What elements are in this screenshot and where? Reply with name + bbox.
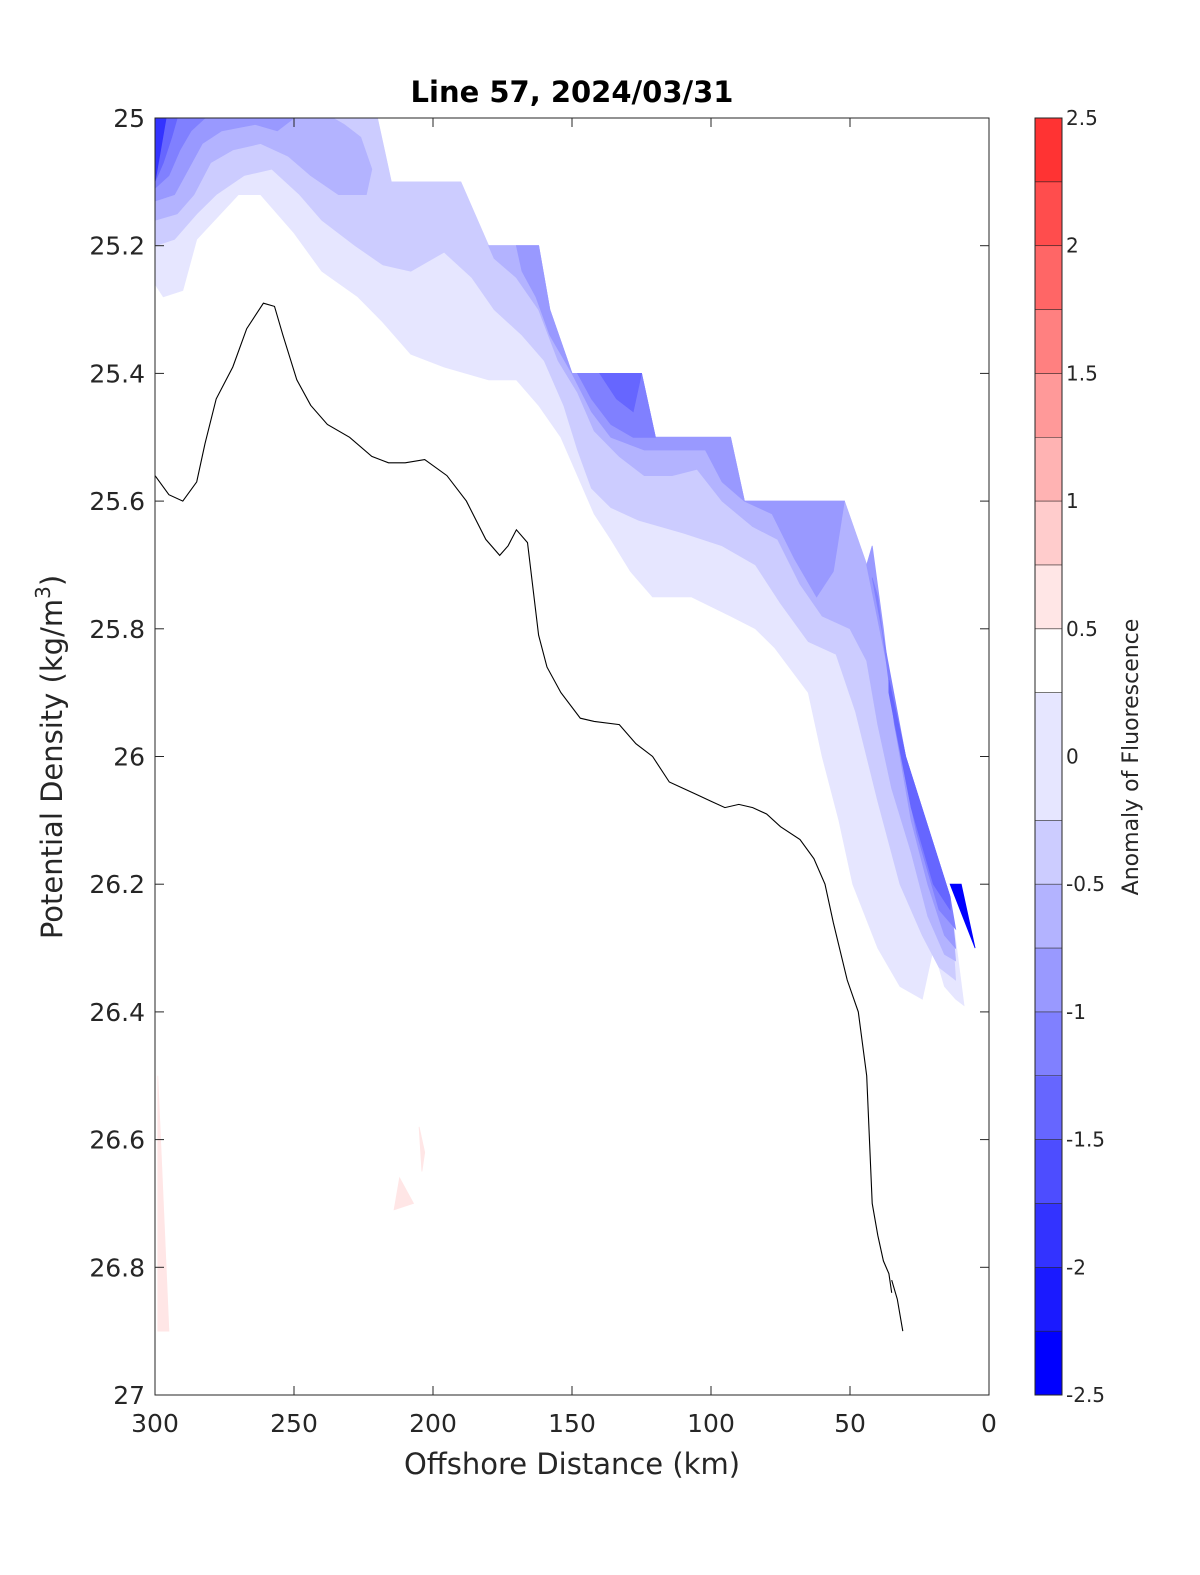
x-tick-label: 200 (409, 1409, 457, 1438)
colorbar-segment (1035, 948, 1062, 1013)
colorbar-segment (1035, 373, 1062, 438)
colorbar-label: Anomaly of Fluorescence (1119, 619, 1144, 896)
x-tick-label: 250 (270, 1409, 318, 1438)
colorbar-frame (1034, 117, 1063, 1396)
y-tick-label: 25.4 (89, 359, 145, 388)
colorbar-segment (1035, 181, 1062, 247)
y-axis-label-main: Potential Density (kg/m (35, 599, 69, 939)
colorbar-segment (1035, 118, 1062, 183)
colorbar-segment (1035, 501, 1062, 566)
contour-band-12 (888, 679, 951, 912)
colorbar-tick-label: 1 (1066, 489, 1079, 513)
colorbar-segment (1035, 1139, 1062, 1204)
contour-band-17 (393, 1176, 415, 1211)
colorbar-segment (1035, 1011, 1062, 1077)
contour-band-14 (949, 883, 976, 949)
y-axis-label: Potential Density (kg/m3) (31, 575, 69, 939)
colorbar-tick-label: 2.5 (1066, 106, 1098, 130)
contour-band-11 (599, 372, 642, 413)
x-axis-label: Offshore Distance (km) (404, 1447, 740, 1481)
colorbar-tick-label: -2.5 (1066, 1383, 1105, 1407)
x-tick-label: 300 (131, 1409, 179, 1438)
y-axis-label-close: ) (35, 575, 69, 586)
colorbar-segment (1035, 309, 1062, 374)
y-tick-label: 26.4 (89, 998, 145, 1027)
colorbar-segment (1035, 692, 1062, 821)
colorbar-tick-label: 0 (1066, 745, 1079, 769)
x-tick-label: 100 (687, 1409, 735, 1438)
x-tick-label: 150 (548, 1409, 596, 1438)
x-tick-label: 0 (981, 1409, 997, 1438)
contour-band-2 (154, 117, 373, 221)
y-axis-ticks: 25 25.2 25.4 25.6 25.8 26 26.2 26.4 26.6 26.8 27 (89, 104, 989, 1410)
y-tick-label: 26.8 (89, 1253, 145, 1282)
colorbar: 2.5 2 1.5 1 0.5 0 -0.5 -1 -1.5 -2 -2.5 (1034, 106, 1105, 1407)
y-tick-label: 26 (113, 743, 145, 772)
colorbar-segment (1035, 1203, 1062, 1268)
y-tick-label: 27 (113, 1381, 145, 1410)
colorbar-tick-label: 2 (1066, 234, 1079, 258)
colorbar-tick-label: -2 (1066, 1255, 1086, 1279)
colorbar-tick-label: -1 (1066, 1000, 1086, 1024)
colorbar-segment (1035, 628, 1062, 694)
x-axis-ticks: 300 250 200 150 100 50 0 (131, 118, 997, 1438)
colorbar-tick-label: 0.5 (1066, 617, 1098, 641)
contour-lines (154, 302, 904, 1332)
y-axis-label-superscript: 3 (31, 586, 55, 599)
colorbar-segment (1035, 245, 1062, 311)
colorbar-tick-label: 1.5 (1066, 361, 1098, 385)
contour-line-0 (154, 302, 893, 1293)
x-tick-label: 50 (834, 1409, 866, 1438)
contour-band-5 (515, 245, 845, 598)
colorbar-segment (1035, 1267, 1062, 1332)
y-tick-label: 25.2 (89, 232, 145, 261)
y-tick-label: 25.8 (89, 615, 145, 644)
colorbar-segment (1035, 437, 1062, 502)
y-tick-label: 26.2 (89, 870, 145, 899)
colorbar-segment (1035, 1075, 1062, 1141)
contour-bands (154, 117, 976, 1332)
contour-line-1 (891, 1279, 904, 1332)
colorbar-segment (1035, 1331, 1062, 1396)
colorbar-segment (1035, 564, 1062, 630)
plot-area: 300 250 200 150 100 50 0 2525.225.425.625.8262… (89, 104, 997, 1438)
y-tick-label: 25.6 (89, 487, 145, 516)
colorbar-tick-label: -1.5 (1066, 1128, 1105, 1152)
contour-band-16 (418, 1126, 426, 1172)
y-tick-label: 25 (113, 104, 145, 133)
colorbar-segment (1035, 884, 1062, 949)
y-tick-label: 26.6 (89, 1126, 145, 1155)
colorbar-segment (1035, 820, 1062, 885)
chart-title: Line 57, 2024/03/31 (411, 75, 734, 109)
colorbar-tick-label: -0.5 (1066, 872, 1105, 896)
